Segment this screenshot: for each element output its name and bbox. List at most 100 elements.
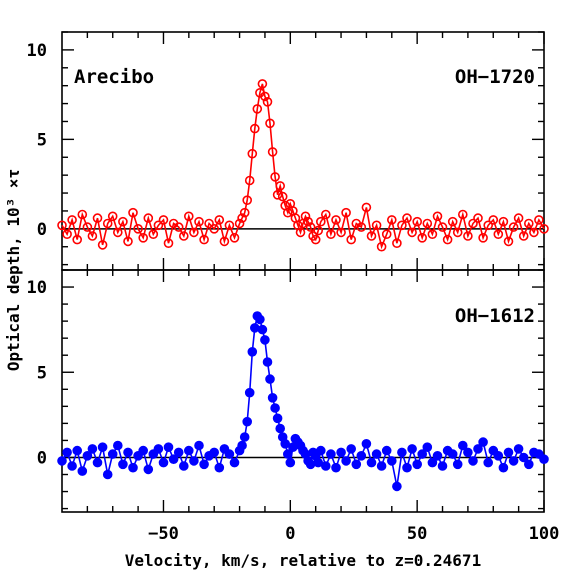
data-point xyxy=(493,450,504,461)
data-point xyxy=(184,211,194,222)
data-point xyxy=(199,459,209,470)
data-point xyxy=(346,444,357,454)
data-point xyxy=(277,191,288,202)
data-point xyxy=(402,462,412,473)
data-point xyxy=(483,220,494,231)
data-point xyxy=(331,462,341,473)
data-point xyxy=(257,79,268,89)
y-tick-labels-bottom: 0 5 10 xyxy=(27,278,47,468)
data-point xyxy=(255,314,265,325)
data-point xyxy=(376,461,387,471)
data-point xyxy=(326,449,336,459)
data-point xyxy=(92,213,103,223)
data-point xyxy=(313,225,324,236)
data-point xyxy=(82,222,93,232)
y-tick-label: 0 xyxy=(37,448,47,468)
data-point xyxy=(244,387,255,398)
data-point xyxy=(113,227,123,238)
data-point xyxy=(371,220,382,231)
panel-top: 0 5 10 Arecibo OH−1720 xyxy=(27,31,549,271)
data-point xyxy=(315,216,326,227)
data-point xyxy=(270,172,280,182)
data-point xyxy=(282,449,293,459)
data-point xyxy=(468,218,478,229)
data-point xyxy=(118,216,128,227)
data-point xyxy=(356,450,367,461)
data-point xyxy=(87,444,98,454)
y-tick-label: 5 xyxy=(37,130,47,150)
data-point xyxy=(341,207,351,218)
data-point xyxy=(224,449,235,459)
data-point xyxy=(128,207,138,218)
data-point xyxy=(57,456,67,466)
x-tick-label: 50 xyxy=(407,524,427,544)
data-point xyxy=(113,440,123,451)
data-point xyxy=(417,449,428,459)
data-point xyxy=(118,459,128,470)
data-point xyxy=(123,447,133,458)
data-point xyxy=(313,457,324,468)
data-point xyxy=(237,213,247,223)
series-line xyxy=(61,83,545,250)
ticks-top xyxy=(62,31,545,270)
data-point xyxy=(300,211,311,222)
x-tick-label: 0 xyxy=(285,524,295,544)
data-point xyxy=(397,220,407,231)
data-point xyxy=(498,462,509,473)
data-point xyxy=(432,211,443,222)
data-point xyxy=(305,459,316,470)
data-point xyxy=(381,445,392,456)
data-point xyxy=(386,456,397,466)
data-point xyxy=(493,229,504,239)
data-point xyxy=(351,459,362,470)
ticks-bottom xyxy=(62,269,545,512)
data-point xyxy=(242,195,252,205)
data-point xyxy=(224,220,235,231)
data-point xyxy=(457,440,468,451)
data-point xyxy=(320,461,331,471)
data-point xyxy=(310,234,321,245)
data-point xyxy=(194,440,204,451)
data-point xyxy=(102,218,113,229)
data-point xyxy=(488,215,499,225)
data-point xyxy=(247,346,258,357)
data-point xyxy=(272,190,283,200)
data-point xyxy=(397,447,407,458)
data-point xyxy=(57,220,67,231)
data-point xyxy=(252,104,263,114)
data-point xyxy=(199,234,209,245)
data-point xyxy=(361,202,372,213)
y-tick-label: 10 xyxy=(27,278,47,298)
data-point xyxy=(361,438,372,449)
data-point xyxy=(214,462,225,473)
data-point xyxy=(392,481,402,492)
data-point xyxy=(422,218,433,229)
x-tick-label: −50 xyxy=(148,524,179,544)
data-point xyxy=(107,211,118,222)
data-point xyxy=(219,236,230,247)
data-point xyxy=(107,449,118,459)
data-point xyxy=(173,447,184,458)
data-point xyxy=(523,218,534,229)
data-point xyxy=(102,469,113,480)
data-point xyxy=(67,215,77,225)
data-point xyxy=(158,457,169,468)
data-point xyxy=(386,215,397,225)
data-point xyxy=(262,357,273,367)
data-point xyxy=(452,227,463,238)
data-point xyxy=(473,213,483,223)
data-point xyxy=(371,449,382,459)
data-point xyxy=(153,444,164,454)
data-point xyxy=(138,233,148,243)
data-point xyxy=(529,227,539,238)
data-point xyxy=(336,447,346,458)
data-point xyxy=(463,231,473,241)
data-point xyxy=(437,222,448,232)
data-point xyxy=(280,438,291,449)
data-point xyxy=(518,452,529,463)
y-axis-label: Optical depth, 10³ ×τ xyxy=(4,169,23,371)
data-point xyxy=(392,238,402,248)
data-point xyxy=(503,236,514,247)
y-tick-label: 0 xyxy=(37,220,47,240)
data-point xyxy=(237,440,247,451)
